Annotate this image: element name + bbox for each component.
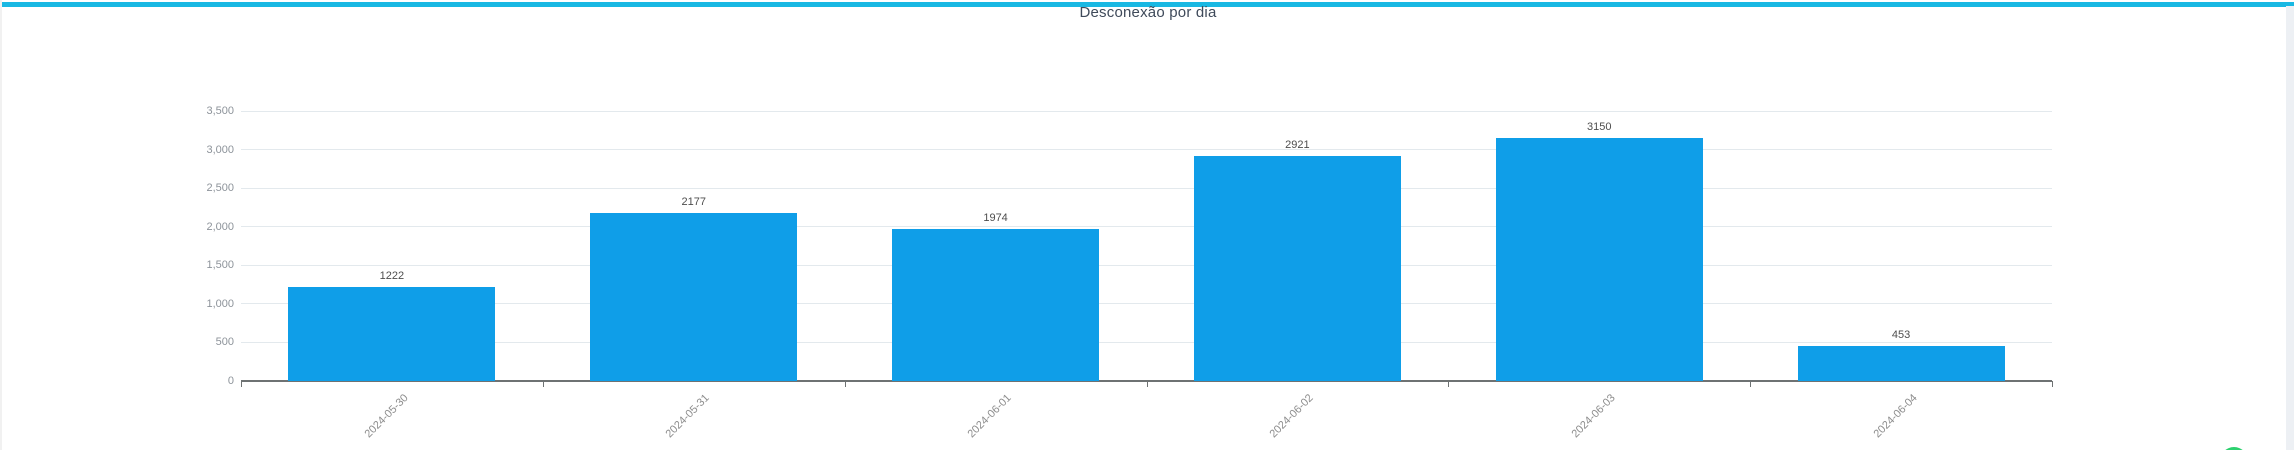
y-axis-tick-label: 3,500: [206, 105, 234, 117]
x-axis-category-label: 2024-06-04: [1871, 392, 1920, 441]
y-axis-tick-label: 3,000: [206, 143, 234, 156]
bar[interactable]: [1797, 346, 2005, 381]
bar-value-label: 1974: [983, 211, 1008, 224]
chat-fab-button[interactable]: [2220, 447, 2248, 450]
bar[interactable]: [1495, 138, 1703, 381]
y-axis-tick-label: 500: [215, 336, 234, 349]
x-axis-tick: [542, 381, 544, 387]
bar-value-label: 1222: [379, 269, 405, 282]
y-axis-tick-label: 0: [227, 375, 234, 387]
x-axis-tick: [1146, 381, 1148, 387]
x-axis-tick: [844, 381, 846, 387]
x-axis-category-label: 2024-06-01: [965, 392, 1015, 441]
x-axis-tick: [1750, 381, 1752, 387]
y-gridline: [241, 264, 2052, 266]
x-axis-tick: [241, 381, 242, 387]
y-gridline: [241, 187, 2052, 189]
x-axis-tick: [1448, 381, 1450, 387]
x-axis-category-label: 2024-06-02: [1267, 392, 1316, 441]
y-gridline: [241, 303, 2052, 305]
y-axis-tick-label: 1,500: [206, 259, 234, 272]
bar-value-label: 2177: [681, 196, 706, 209]
bar[interactable]: [892, 228, 1100, 381]
x-axis-category-label: 2024-05-31: [663, 392, 713, 441]
x-axis-tick: [2052, 381, 2053, 387]
bar-value-label: 2921: [1285, 138, 1310, 151]
y-axis-tick-label: 2,500: [206, 182, 234, 195]
y-gridline: [241, 149, 2052, 151]
x-axis-category-label: 2024-06-03: [1569, 392, 1618, 441]
scrollbar-track[interactable]: [2286, 6, 2294, 450]
y-gridline: [241, 110, 2052, 112]
plot-area: 0 500 1,000 1,500 2,000 2,500 3,000 3,500 1222 20…: [206, 105, 2053, 440]
y-axis-tick-label: 2,000: [206, 220, 234, 233]
bar-value-label: 3150: [1587, 121, 1612, 133]
bar[interactable]: [288, 286, 496, 381]
chart-title: Desconexão por dia: [1079, 4, 1217, 21]
bar[interactable]: [590, 213, 798, 381]
y-axis-tick-label: 1,000: [206, 297, 234, 310]
top-progress-bar: [2, 2, 2294, 7]
x-axis-category-label: 2024-05-30: [362, 392, 411, 441]
bar-value-label: 453: [1891, 329, 1911, 342]
bar[interactable]: [1193, 155, 1401, 381]
y-gridline: [241, 341, 2052, 343]
y-gridline: [241, 226, 2052, 228]
